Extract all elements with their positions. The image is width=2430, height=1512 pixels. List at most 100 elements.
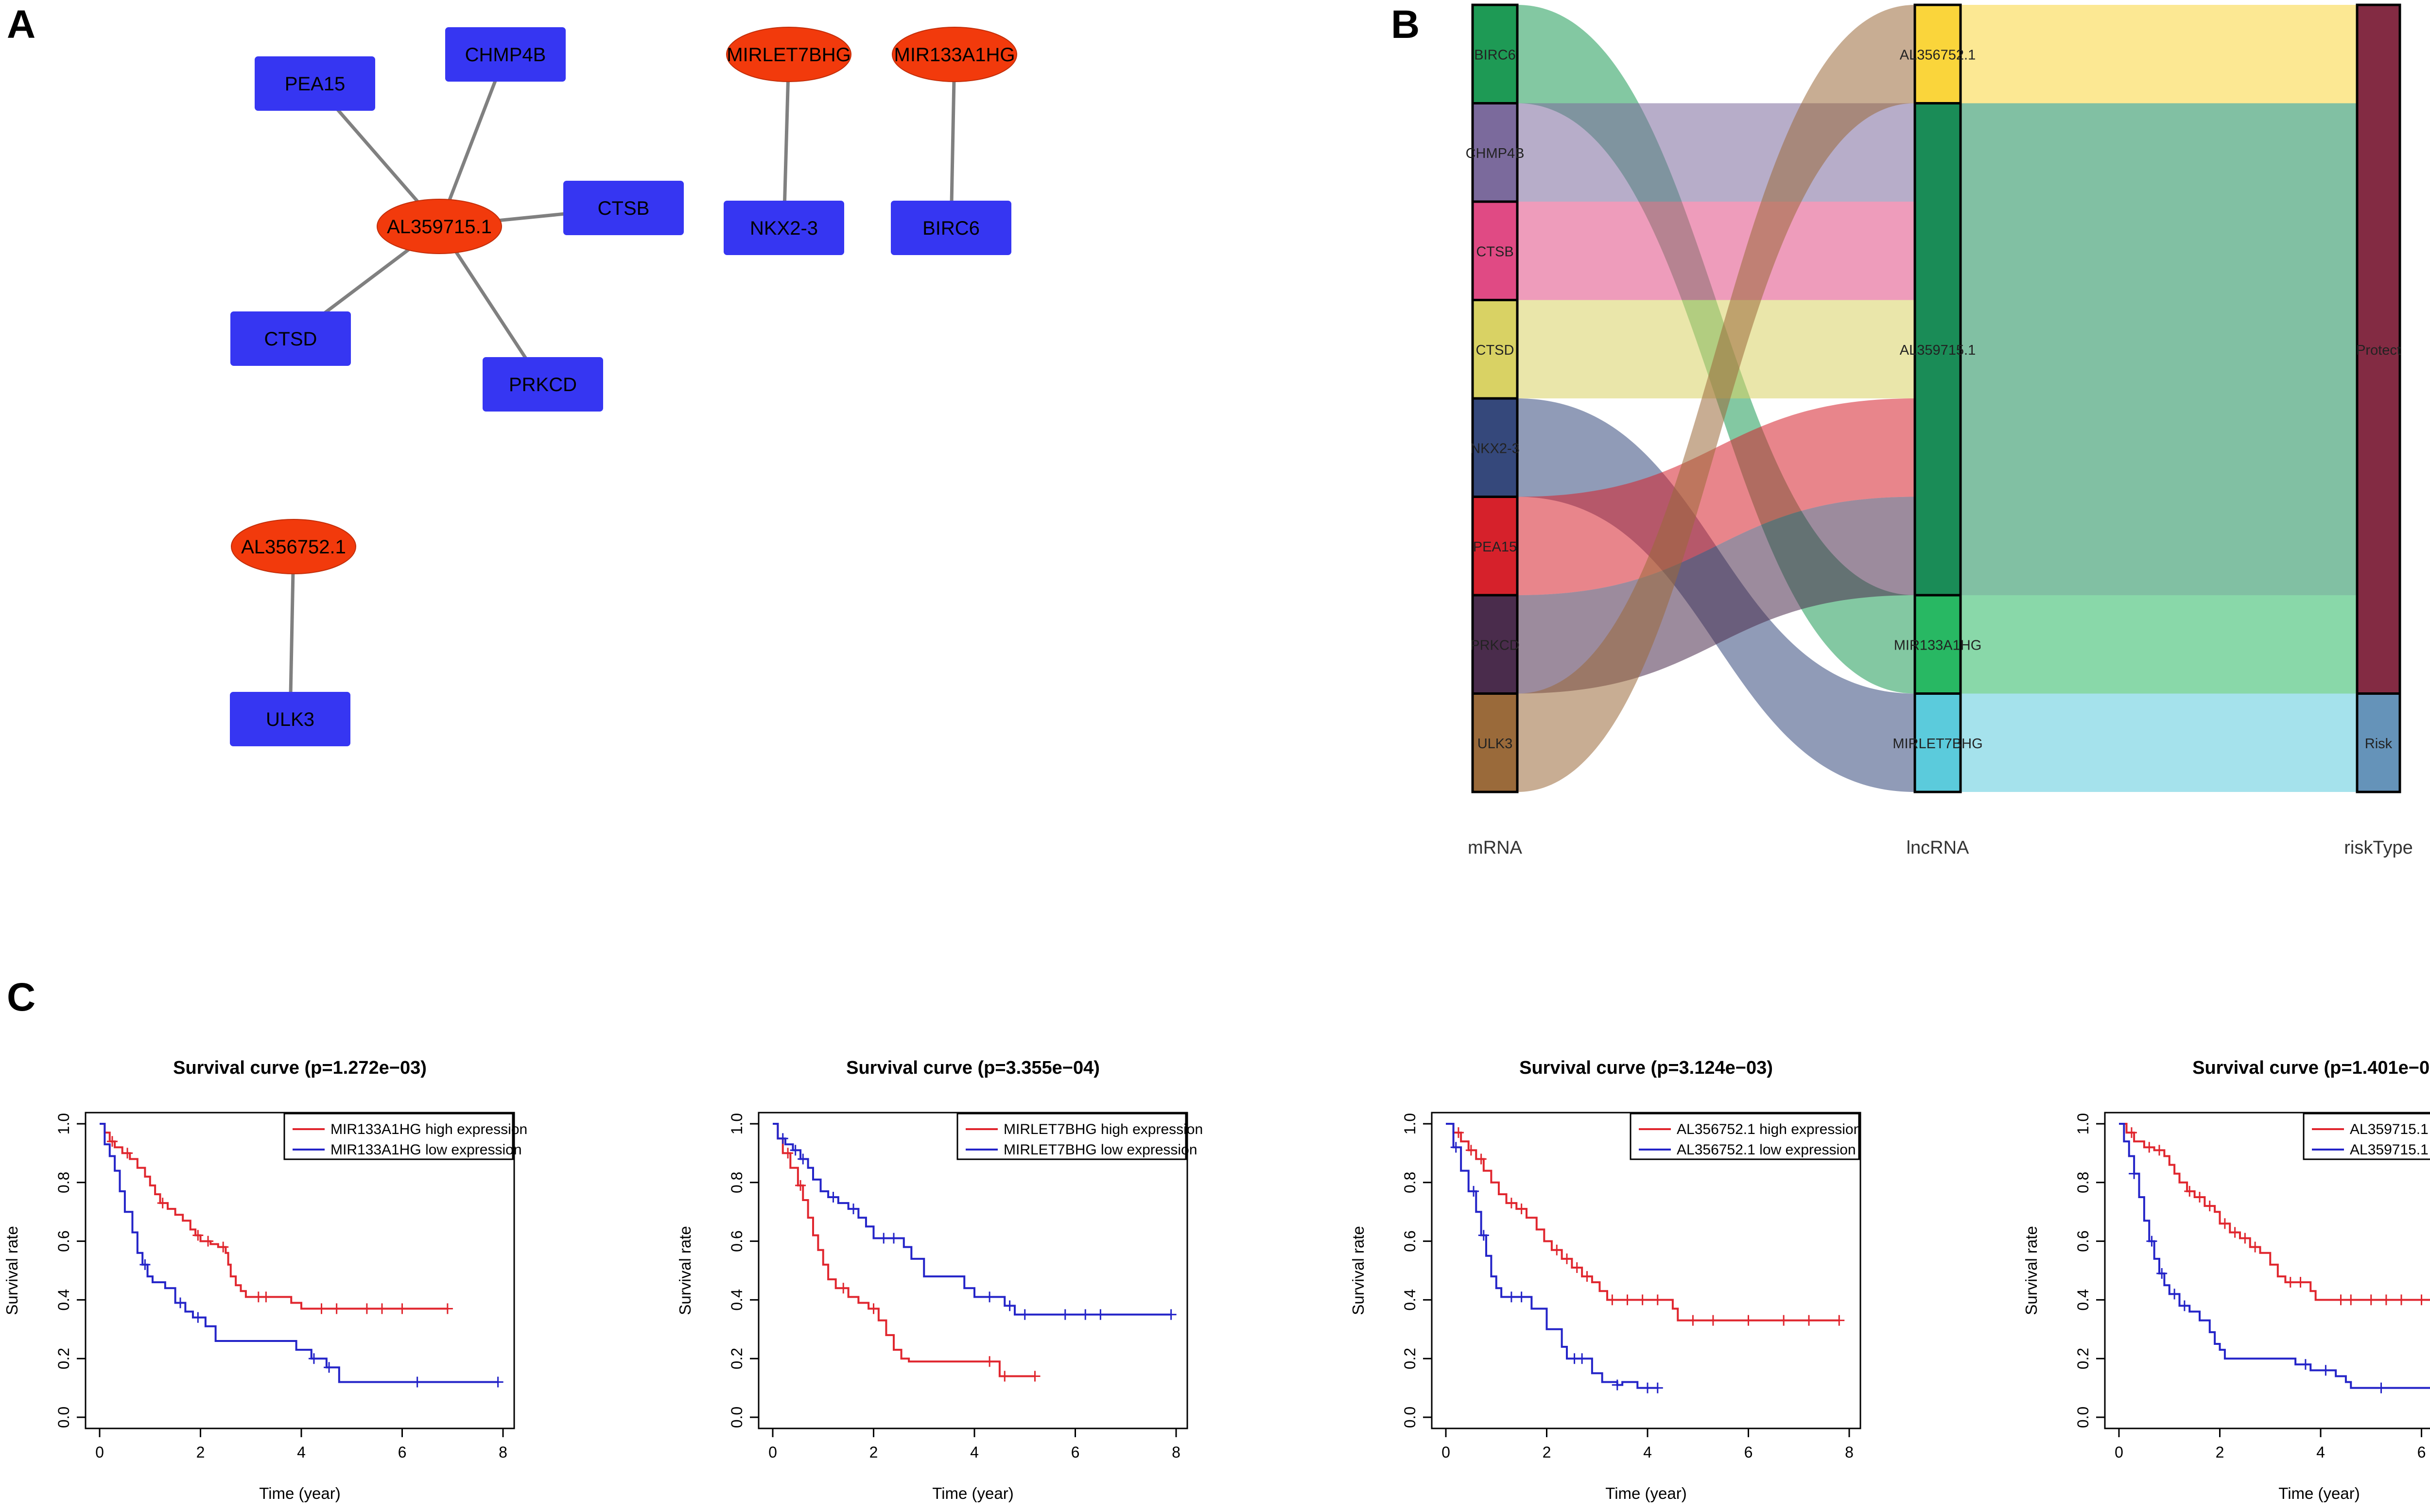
censor-mark [1637,1294,1648,1306]
censor-mark [106,1136,118,1147]
sankey-mrna-node-ctsd: CTSD [1471,299,1519,400]
censor-mark [2146,1236,2157,1247]
x-axis: 0 2 4 6 8 [768,1427,1180,1461]
censor-mark [1642,1382,1653,1393]
network-node-chmp4b: CHMP4B [445,27,566,82]
network-edge-mirlet7bhg-nkx2-3 [782,54,791,228]
sankey-node-bar [1471,397,1519,498]
legend-label: AL359715.1 high expression [2350,1121,2430,1137]
sankey-mrna-node-ulk3: ULK3 [1471,692,1519,793]
censor-mark [1743,1315,1754,1326]
network-edges [288,53,956,720]
legend-label: AL359715.1 low expression [2350,1142,2430,1158]
series-al356752-1-low-expression [1446,1123,1663,1393]
censor-mark [1095,1309,1106,1320]
censor-mark [377,1303,387,1314]
censor-mark [2154,1145,2165,1156]
sankey-axis-labels: mRNA lncRNA riskType [1468,838,2413,858]
network-node-label: PRKCD [509,374,577,395]
x-tick-label: 6 [2417,1443,2426,1461]
censor-mark [2194,1192,2205,1203]
lncrna-node-shape [726,27,851,82]
sankey-node-label: BIRC6 [1474,47,1515,63]
network-node-mir133a1hg: MIR133A1HG [892,27,1017,82]
legend: AL356752.1 high expression AL356752.1 low… [1630,1113,1861,1160]
x-tick-label: 2 [2216,1443,2224,1461]
sankey-node-bar [1913,692,1962,793]
censor-mark [798,1153,809,1165]
network-node-label: CHMP4B [465,44,546,66]
x-tick-label: 2 [869,1443,878,1461]
panel-c-letter: C [7,975,36,1019]
sankey-node-bar [2356,692,2401,793]
y-tick-label: 1.0 [2074,1113,2092,1134]
series-mir133a1hg-high-expression [100,1123,453,1314]
survival-line [1446,1123,1840,1322]
censor-mark [1506,1198,1517,1209]
sankey-node-label: AL359715.1 [1900,343,1976,358]
sankey-node-bar [1471,594,1519,695]
sankey-node-bar [1471,496,1519,597]
censor-mark [1834,1315,1845,1326]
y-tick-label: 0.6 [55,1230,72,1252]
sankey-node-label: MIR133A1HG [1894,637,1982,653]
x-axis-label: Time (year) [1605,1484,1686,1502]
x-tick-label: 2 [196,1443,205,1461]
legend-box [956,1113,1187,1160]
censor-mark [1516,1291,1527,1303]
censor-mark [1478,1230,1489,1241]
x-tick-label: 6 [1744,1443,1753,1461]
censor-mark [1562,1253,1572,1264]
survival-line [2119,1123,2430,1389]
network-node-label: AL356752.1 [241,536,346,558]
sankey-lncrna-node-mir133a1hg: MIR133A1HG [1894,594,1982,695]
censor-mark [782,1148,794,1159]
censor-mark [984,1291,995,1303]
y-tick-label: 0.6 [728,1230,746,1252]
y-tick-label: 0.2 [2074,1348,2092,1369]
network-node-nkx2-3: NKX2-3 [724,201,844,255]
censor-mark [2285,1277,2296,1288]
censor-mark [2250,1241,2261,1253]
censor-mark [397,1303,408,1314]
censor-mark [2169,1289,2180,1300]
network-node-ctsd: CTSD [230,311,351,366]
sankey-node-bar [1913,102,1962,597]
sankey-node-bar [1471,692,1519,793]
x-axis-label: Time (year) [259,1484,340,1502]
sankey-axis-lncrna: lncRNA [1907,838,1969,858]
censor-mark [2380,1294,2392,1306]
y-tick-label: 0.2 [728,1348,746,1369]
censor-mark [1687,1315,1699,1326]
sankey-node-label: CTSB [1476,244,1513,259]
x-axis-label: Time (year) [2278,1484,2360,1502]
survival-chart-al356752: Survival curve (p=3.124e−03) 0 2 4 6 8 Time (y… [1349,1058,1861,1502]
censor-mark [1612,1379,1623,1391]
sankey-link-al359715-1-protect [1961,103,2357,595]
x-tick-label: 6 [398,1443,407,1461]
censor-mark [157,1198,168,1209]
network-edge-al359715-1-chmp4b [437,53,507,227]
sankey-axis-mrna: mRNA [1468,838,1523,858]
censor-mark [1551,1244,1562,1255]
y-tick-label: 0.8 [1401,1172,1419,1193]
mrna-node-shape [230,311,351,366]
network-node-label: CTSB [598,198,650,219]
censor-mark [308,1353,319,1364]
sankey-lncrna-node-al359715-1: AL359715.1 [1900,102,1976,597]
sankey-link-pea15-al359715-1 [1517,398,1915,595]
mrna-node-shape [255,56,375,111]
sankey-risk-node-protect: Protect [2356,3,2401,695]
chart-title: Survival curve (p=3.355e−04) [846,1058,1100,1078]
series-al359715-1-high-expression [2119,1123,2430,1306]
y-axis: 0.0 0.2 0.4 0.6 0.8 1.0 [2074,1113,2106,1428]
sankey-link-ulk3-al356752-1 [1517,5,1915,792]
legend: AL359715.1 high expression AL359715.1 low… [2303,1113,2430,1160]
sankey-nodes: BIRC6 CHMP4B CTSB CTSD NKX2-3 PEA15 PRKCD ULK3 A… [1466,3,2401,793]
network-node-prkcd: PRKCD [483,357,603,412]
series-mirlet7bhg-high-expression [773,1123,1041,1382]
sankey-link-al356752-1-protect [1961,5,2357,103]
sankey-lncrna-node-al356752-1: AL356752.1 [1900,3,1976,104]
y-axis: 0.0 0.2 0.4 0.6 0.8 1.0 [1401,1113,1433,1428]
network-node-label: ULK3 [266,709,314,730]
